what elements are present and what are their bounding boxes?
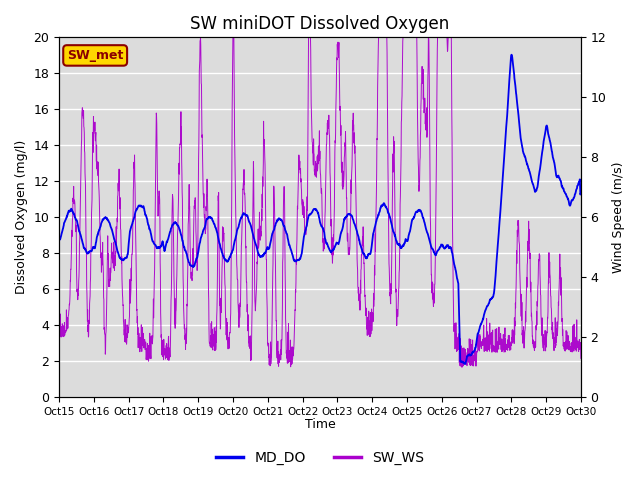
Title: SW miniDOT Dissolved Oxygen: SW miniDOT Dissolved Oxygen <box>190 15 450 33</box>
X-axis label: Time: Time <box>305 419 335 432</box>
Y-axis label: Wind Speed (m/s): Wind Speed (m/s) <box>612 162 625 273</box>
Legend: MD_DO, SW_WS: MD_DO, SW_WS <box>210 445 430 471</box>
Y-axis label: Dissolved Oxygen (mg/l): Dissolved Oxygen (mg/l) <box>15 140 28 294</box>
Text: SW_met: SW_met <box>67 49 124 62</box>
